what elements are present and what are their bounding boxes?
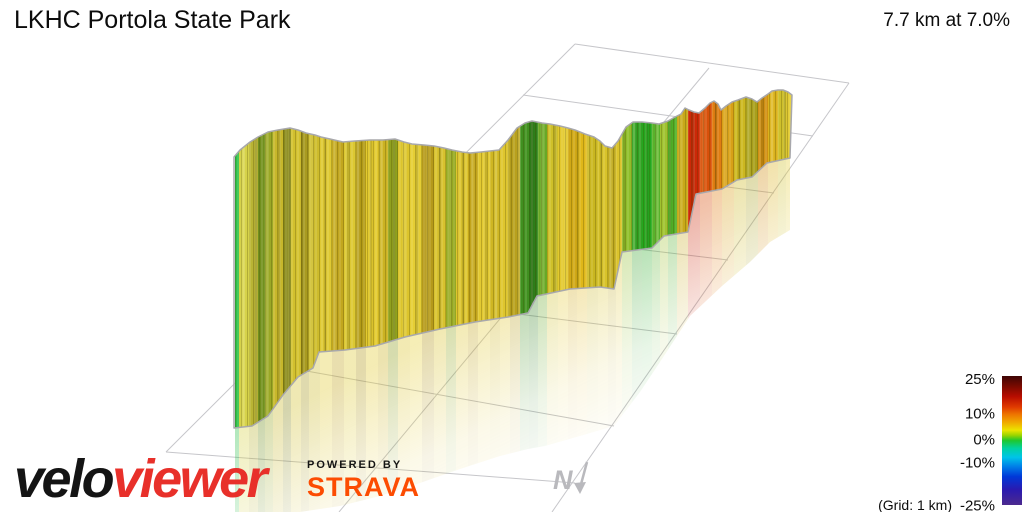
strava-attribution[interactable]: POWERED BY STRAVA: [307, 459, 420, 503]
gradient-legend: 25% 10% 0% -10% -25% (Grid: 1 km): [878, 371, 1022, 512]
legend-color-bar: [1002, 376, 1022, 505]
legend-tick-label: 10%: [965, 406, 995, 423]
legend-tick-label: -25%: [960, 497, 995, 512]
logo-viewer-text: viewer: [112, 449, 268, 509]
page-title: LKHC Portola State Park: [14, 6, 291, 34]
climb-stats: 7.7 km at 7.0%: [883, 10, 1010, 31]
legend-tick-label: -10%: [960, 455, 995, 472]
logo-velo-text: velo: [14, 449, 115, 509]
grid-scale-note: (Grid: 1 km): [878, 497, 952, 512]
legend-tick-label: 25%: [965, 371, 995, 388]
legend-tick-label: 0%: [973, 431, 995, 448]
north-compass-icon: N: [553, 461, 589, 495]
veloviewer-logo[interactable]: veloviewer: [14, 449, 268, 509]
grid-line: [574, 43, 850, 84]
powered-by-label: POWERED BY: [307, 459, 403, 471]
strava-logo: STRAVA: [307, 472, 420, 502]
svg-text:N: N: [553, 465, 573, 495]
ribbon-outline: [233, 89, 793, 429]
